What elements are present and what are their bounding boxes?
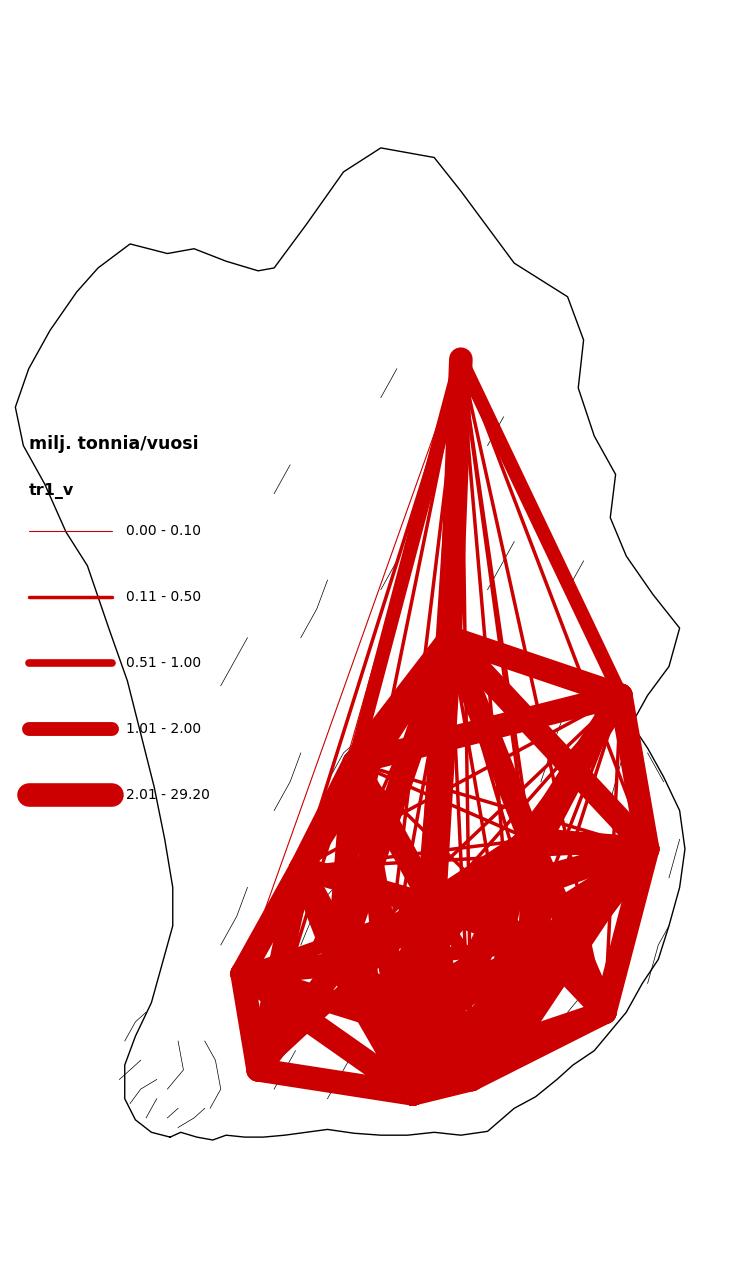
Point [434,1011,445,1032]
Point [429,897,440,917]
Text: 0.51 - 1.00: 0.51 - 1.00 [126,655,201,669]
Text: 0.00 - 0.10: 0.00 - 0.10 [126,523,201,537]
Point [407,1083,419,1104]
Point [642,839,653,860]
Text: milj. tonnia/vuosi: milj. tonnia/vuosi [29,434,198,452]
Point [599,1002,611,1023]
Point [375,1006,387,1027]
Point [466,1069,478,1090]
Polygon shape [15,148,685,1140]
Text: 2.01 - 29.20: 2.01 - 29.20 [126,788,210,802]
Text: 1.01 - 2.00: 1.01 - 2.00 [126,722,201,736]
Point [295,858,306,879]
Point [332,953,344,974]
Point [524,829,536,849]
Point [445,627,456,648]
Point [514,1031,526,1051]
Point [455,350,467,370]
Text: tr1_v: tr1_v [29,483,74,499]
Point [236,964,248,984]
Point [615,685,627,705]
Point [252,1060,264,1081]
Point [535,934,547,955]
Text: 0.11 - 0.50: 0.11 - 0.50 [126,590,201,604]
Point [348,752,360,772]
